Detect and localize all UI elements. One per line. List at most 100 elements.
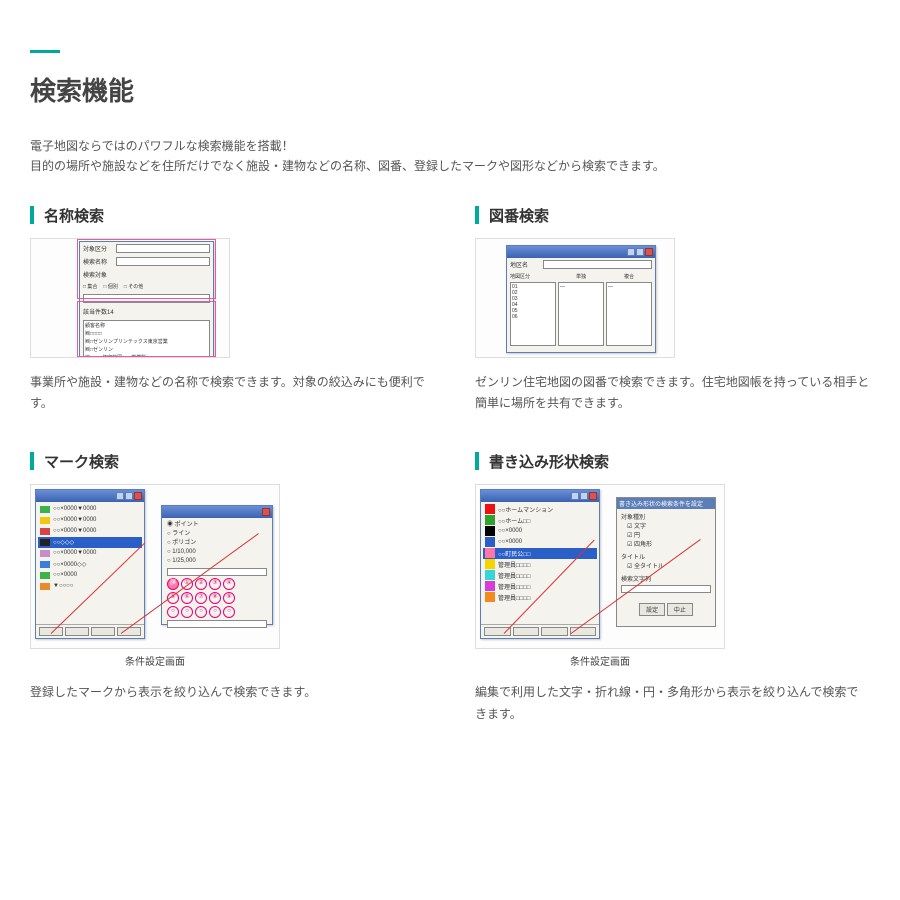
- list-col: —: [558, 282, 604, 346]
- radio-label[interactable]: 1/10,000: [172, 549, 195, 555]
- title-bar-icon: [30, 452, 34, 470]
- footer-button[interactable]: [91, 627, 115, 636]
- page-title: 検索機能: [30, 71, 870, 108]
- swatch-icon: [485, 581, 495, 591]
- checkbox[interactable]: ☑ 円: [627, 530, 711, 539]
- title-bar-icon: [475, 206, 479, 224]
- ok-button[interactable]: 設定: [639, 603, 665, 616]
- list-col: —: [606, 282, 652, 346]
- list-item[interactable]: ○○×0000▼0000: [38, 548, 142, 559]
- card-desc: 登録したマークから表示を絞り込んで検索できます。: [30, 682, 425, 704]
- window-titlebar: [162, 506, 272, 518]
- footer-button[interactable]: [65, 627, 89, 636]
- list-item-selected[interactable]: ○○◇◇◇: [38, 537, 142, 548]
- symbol-icon[interactable]: ③: [209, 578, 221, 590]
- group-label: タイトル: [621, 552, 711, 561]
- close-icon: [645, 248, 653, 256]
- max-icon: [580, 492, 588, 500]
- symbol-icon[interactable]: ⑧: [209, 592, 221, 604]
- group-label: 対象種別: [621, 512, 711, 521]
- checkbox[interactable]: ☑ 文字: [627, 521, 711, 530]
- thumb-shape-search: ○○ホームマンション ○○ホーム□□ ○○×0000 ○○×0000 ○○町民公…: [475, 484, 725, 649]
- cancel-button[interactable]: 中止: [667, 603, 693, 616]
- close-icon: [589, 492, 597, 500]
- flag-list: ○○×0000▼0000 ○○×0000▼0000 ○○×0000▼0000 ○…: [36, 502, 144, 594]
- min-icon: [116, 492, 124, 500]
- swatch-icon: [485, 570, 495, 580]
- flag-icon: [40, 561, 50, 568]
- symbol-icon[interactable]: ○: [195, 606, 207, 618]
- card-title: 書き込み形状検索: [475, 451, 870, 472]
- card-shape-search: 書き込み形状検索 ○○ホームマンション ○○ホーム□□ ○○×0000 ○○×0…: [475, 451, 870, 725]
- radio-label[interactable]: ポリゴン: [172, 540, 196, 546]
- thumb-zuban-search: 地区名 地図区分 単独 複合 010203040506 — —: [475, 238, 675, 358]
- list-item[interactable]: ▼○○○○: [38, 581, 142, 592]
- symbol-icon[interactable]: ○: [223, 606, 235, 618]
- intro-text: 電子地図ならではのパワフルな検索機能を搭載！ 目的の場所や施設などを住所だけでな…: [30, 136, 870, 177]
- flag-icon: [40, 539, 50, 546]
- symbol-icon[interactable]: ⑥: [181, 592, 193, 604]
- settings-panel: 書き込み形状の検索条件を設定 対象種別 ☑ 文字 ☑ 円 ☑ 四角形 タイトル …: [616, 497, 716, 627]
- card-title-text: 名称検索: [44, 205, 104, 226]
- col-label: 地図区分: [510, 273, 556, 280]
- accent-bar: [30, 50, 60, 53]
- list-item[interactable]: ○○×0000▼0000: [38, 526, 142, 537]
- list-item[interactable]: ○○×0000▼0000: [38, 504, 142, 515]
- radio-label[interactable]: 1/25,000: [172, 558, 195, 564]
- column-headers: 地図区分 単独 複合: [510, 273, 652, 280]
- list-item[interactable]: ○○×0000: [483, 526, 597, 537]
- symbol-icon[interactable]: ⑦: [195, 592, 207, 604]
- symbol-icon[interactable]: ⑨: [223, 592, 235, 604]
- list-item[interactable]: 管理員□□□□: [483, 570, 597, 581]
- symbol-icon[interactable]: ④: [223, 578, 235, 590]
- highlight-box: [77, 239, 216, 299]
- list-item[interactable]: ○○ホーム□□: [483, 515, 597, 526]
- symbol-grid: 旗①②③④ ⑤⑥⑦⑧⑨ ○○○○○: [167, 578, 267, 618]
- mock-window-left: ○○×0000▼0000 ○○×0000▼0000 ○○×0000▼0000 ○…: [35, 489, 145, 639]
- close-icon: [134, 492, 142, 500]
- text-input[interactable]: [167, 568, 267, 576]
- list-item[interactable]: ○○×0000: [483, 537, 597, 548]
- symbol-icon[interactable]: ○: [167, 606, 179, 618]
- intro-line1: 電子地図ならではのパワフルな検索機能を搭載！: [30, 139, 294, 153]
- radio-label[interactable]: ライン: [172, 531, 190, 537]
- list-item[interactable]: ○○ホームマンション: [483, 504, 597, 515]
- flag-icon: [40, 550, 50, 557]
- symbol-icon[interactable]: ○: [209, 606, 221, 618]
- col-label: 複合: [606, 273, 652, 280]
- card-title-text: 図番検索: [489, 205, 549, 226]
- list-item[interactable]: ○○×0000▼0000: [38, 515, 142, 526]
- swatch-icon: [485, 592, 495, 602]
- min-icon: [571, 492, 579, 500]
- swatch-icon: [485, 548, 495, 558]
- symbol-icon[interactable]: 旗: [167, 578, 179, 590]
- flag-icon: [40, 572, 50, 579]
- footer-button[interactable]: [541, 627, 568, 636]
- field-label: 地区名: [510, 260, 540, 269]
- text-input[interactable]: [167, 620, 267, 628]
- flag-icon: [40, 517, 50, 524]
- close-icon: [262, 508, 270, 516]
- symbol-icon[interactable]: ○: [181, 606, 193, 618]
- group-label: 検索文字列: [621, 574, 711, 583]
- max-icon: [636, 248, 644, 256]
- title-bar-icon: [30, 206, 34, 224]
- list-item[interactable]: ○○×0000: [38, 570, 142, 581]
- mock-window-right: ◉ ポイント ○ ライン ○ ポリゴン ○ 1/10,000 ○ 1/25,00…: [161, 505, 273, 625]
- card-zuban-search: 図番検索 地区名 地図区分 単独 複合 010203040506 — —: [475, 205, 870, 415]
- thumb-caption: 条件設定画面: [30, 653, 280, 668]
- radio-label[interactable]: ポイント: [175, 522, 199, 528]
- list-item[interactable]: 管理員□□□□: [483, 559, 597, 570]
- thumb-caption: 条件設定画面: [475, 653, 725, 668]
- card-desc: ゼンリン住宅地図の図番で検索できます。住宅地図帳を持っている相手と簡単に場所を共…: [475, 372, 870, 415]
- window-titlebar: [507, 246, 655, 258]
- intro-line2: 目的の場所や施設などを住所だけでなく施設・建物などの名称、図番、登録したマークや…: [30, 159, 665, 173]
- symbol-icon[interactable]: ②: [195, 578, 207, 590]
- footer-button[interactable]: [513, 627, 540, 636]
- max-icon: [125, 492, 133, 500]
- swatch-icon: [485, 559, 495, 569]
- list-col: 010203040506: [510, 282, 556, 346]
- swatch-icon: [485, 537, 495, 547]
- list-item[interactable]: 管理員□□□□: [483, 581, 597, 592]
- panel-title: 書き込み形状の検索条件を設定: [617, 498, 715, 509]
